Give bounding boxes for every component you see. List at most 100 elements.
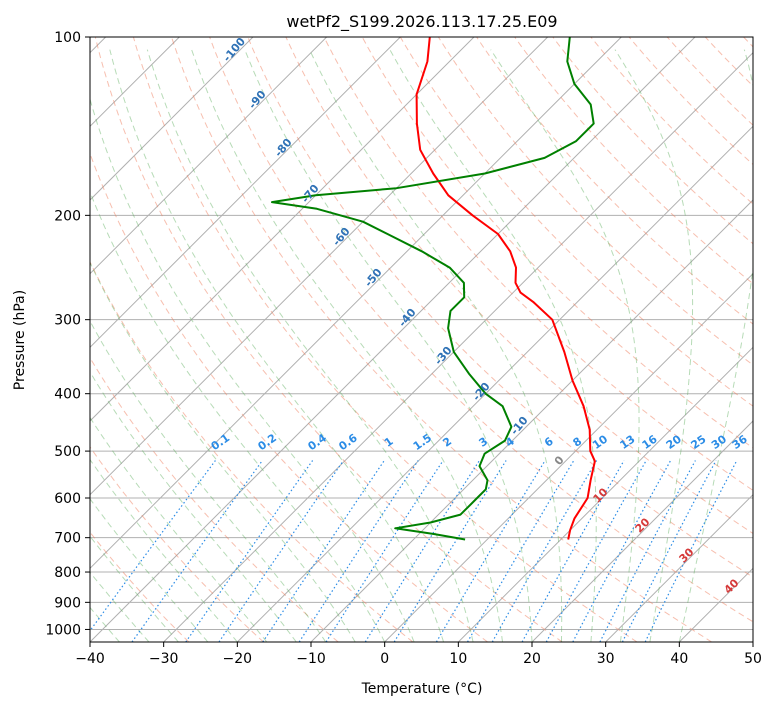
moist-adiabat-line	[90, 458, 238, 642]
mixing-ratio-line	[491, 460, 598, 642]
dry-adiabat-label: -80	[272, 136, 295, 160]
isotherm-line	[90, 37, 254, 201]
moist-adiabat-label: 20	[633, 515, 653, 535]
dry-adiabat-label: -20	[470, 380, 493, 404]
mixing-ratio-label: 25	[689, 432, 709, 451]
moist-adiabat-line	[309, 49, 563, 642]
x-tick-label: 50	[744, 651, 762, 667]
x-axis-title: Temperature (°C)	[361, 681, 483, 697]
moist-adiabat-line	[191, 49, 503, 642]
mixing-ratio-label: 36	[730, 432, 750, 452]
moist-adiabat-line	[90, 370, 297, 642]
mixing-ratio-line	[644, 460, 738, 642]
y-tick-label: 100	[54, 30, 81, 46]
dry-adiabat-line	[90, 260, 414, 642]
dry-adiabat-line	[743, 37, 753, 48]
dry-adiabat-line	[132, 37, 638, 642]
mixing-ratio-line	[131, 460, 263, 642]
dry-adiabat-line	[399, 37, 753, 407]
moist-adiabat-line	[490, 49, 640, 642]
moist-adiabat-label: 10	[591, 485, 611, 505]
moist-adiabat-line	[109, 49, 445, 642]
dry-adiabat-line	[476, 37, 753, 325]
mixing-ratio-line	[435, 460, 546, 642]
y-tick-label: 900	[54, 595, 81, 611]
dry-adiabat-line	[90, 531, 190, 642]
mixing-ratio-label: 10	[590, 432, 610, 452]
plot-frame	[89, 36, 754, 643]
mixing-ratio-line	[466, 460, 575, 642]
moist-adiabat-line	[244, 49, 533, 642]
y-tick-label: 300	[54, 313, 81, 329]
isotherm-line	[90, 37, 696, 642]
dry-adiabat-line	[90, 356, 339, 642]
x-tick-label: −40	[75, 651, 105, 667]
isotherm-line	[90, 37, 475, 422]
mixing-ratio-label: 0.1	[209, 431, 232, 453]
moist-adiabat-line	[90, 320, 327, 642]
mixing-ratio-line	[572, 460, 672, 642]
moist-adiabat-label: 30	[677, 545, 697, 565]
dry-adiabat-label: -10	[508, 414, 531, 438]
isotherm-line	[457, 346, 753, 642]
moist-adiabat-line	[90, 535, 179, 642]
isotherm-line	[310, 199, 753, 642]
dry-adiabat-label: -50	[362, 266, 385, 290]
moist-adiabat-line	[90, 97, 415, 642]
mixing-ratio-line	[298, 460, 419, 642]
mixing-ratio-label: 16	[640, 432, 660, 452]
moist-adiabat-label: 40	[722, 576, 742, 596]
dry-adiabat-label: -70	[299, 182, 322, 206]
x-tick-label: 10	[449, 651, 467, 667]
isotherm-line	[678, 567, 753, 642]
moist-adiabat-line	[146, 49, 474, 642]
dry-adiabat-line	[94, 37, 563, 642]
chart-title: wetPf2_S199.2026.113.17.25.E09	[286, 12, 557, 32]
dry-adiabat-line	[90, 152, 488, 642]
mixing-ratio-line	[364, 460, 480, 642]
dry-adiabat-label: 0	[552, 453, 567, 467]
x-tick-label: 40	[670, 651, 688, 667]
dewpoint-profile-line	[271, 37, 595, 541]
x-tick-label: −30	[149, 651, 179, 667]
moist-adiabat-line	[614, 49, 694, 642]
dry-adiabat-label: -100	[220, 35, 248, 65]
dry-adiabat-label: -60	[330, 225, 353, 249]
x-tick-label: 20	[523, 651, 541, 667]
mixing-ratio-label: 1	[382, 435, 396, 450]
isotherm-line	[90, 37, 549, 496]
mixing-ratio-line	[325, 460, 444, 642]
y-tick-label: 200	[54, 208, 81, 224]
y-tick-label: 1000	[45, 622, 81, 638]
x-tick-label: 30	[597, 651, 615, 667]
x-tick-label: −20	[223, 651, 253, 667]
dry-adiabat-line	[437, 37, 753, 366]
isotherm-line	[163, 51, 753, 642]
x-tick-label: −10	[296, 651, 326, 667]
dry-adiabat-line	[361, 37, 753, 449]
mixing-ratio-line	[90, 460, 216, 632]
moist-adiabat-line	[678, 49, 753, 642]
isotherm-line	[531, 420, 753, 642]
y-axis-title: Pressure (hPa)	[12, 290, 28, 390]
dry-adiabat-line	[514, 37, 753, 285]
y-tick-label: 500	[54, 444, 81, 460]
y-tick-label: 400	[54, 387, 81, 403]
mixing-ratio-line	[218, 460, 344, 642]
dry-adiabat-line	[704, 37, 753, 87]
mixing-ratio-label: 13	[617, 433, 637, 452]
dry-adiabat-label: -90	[246, 88, 269, 112]
moist-adiabat-line	[90, 261, 356, 642]
isotherm-line	[236, 125, 753, 642]
profile-series	[271, 37, 596, 541]
y-tick-label: 600	[54, 491, 81, 507]
isotherm-line	[90, 37, 622, 570]
mixing-ratio-line	[262, 460, 385, 642]
mixing-ratio-line	[393, 460, 507, 642]
isotherm-line	[605, 493, 753, 642]
axes: −40 −30 −20 −10 0 10 20 30 40 5010009008007006005…	[45, 30, 762, 667]
line-labels: 0.1 0.2 0.4 0.6 1 1.5 2 3 4 6 8 10 13 16 20 25 30 36-100-…	[209, 35, 750, 597]
moist-adiabat-line	[90, 497, 209, 642]
